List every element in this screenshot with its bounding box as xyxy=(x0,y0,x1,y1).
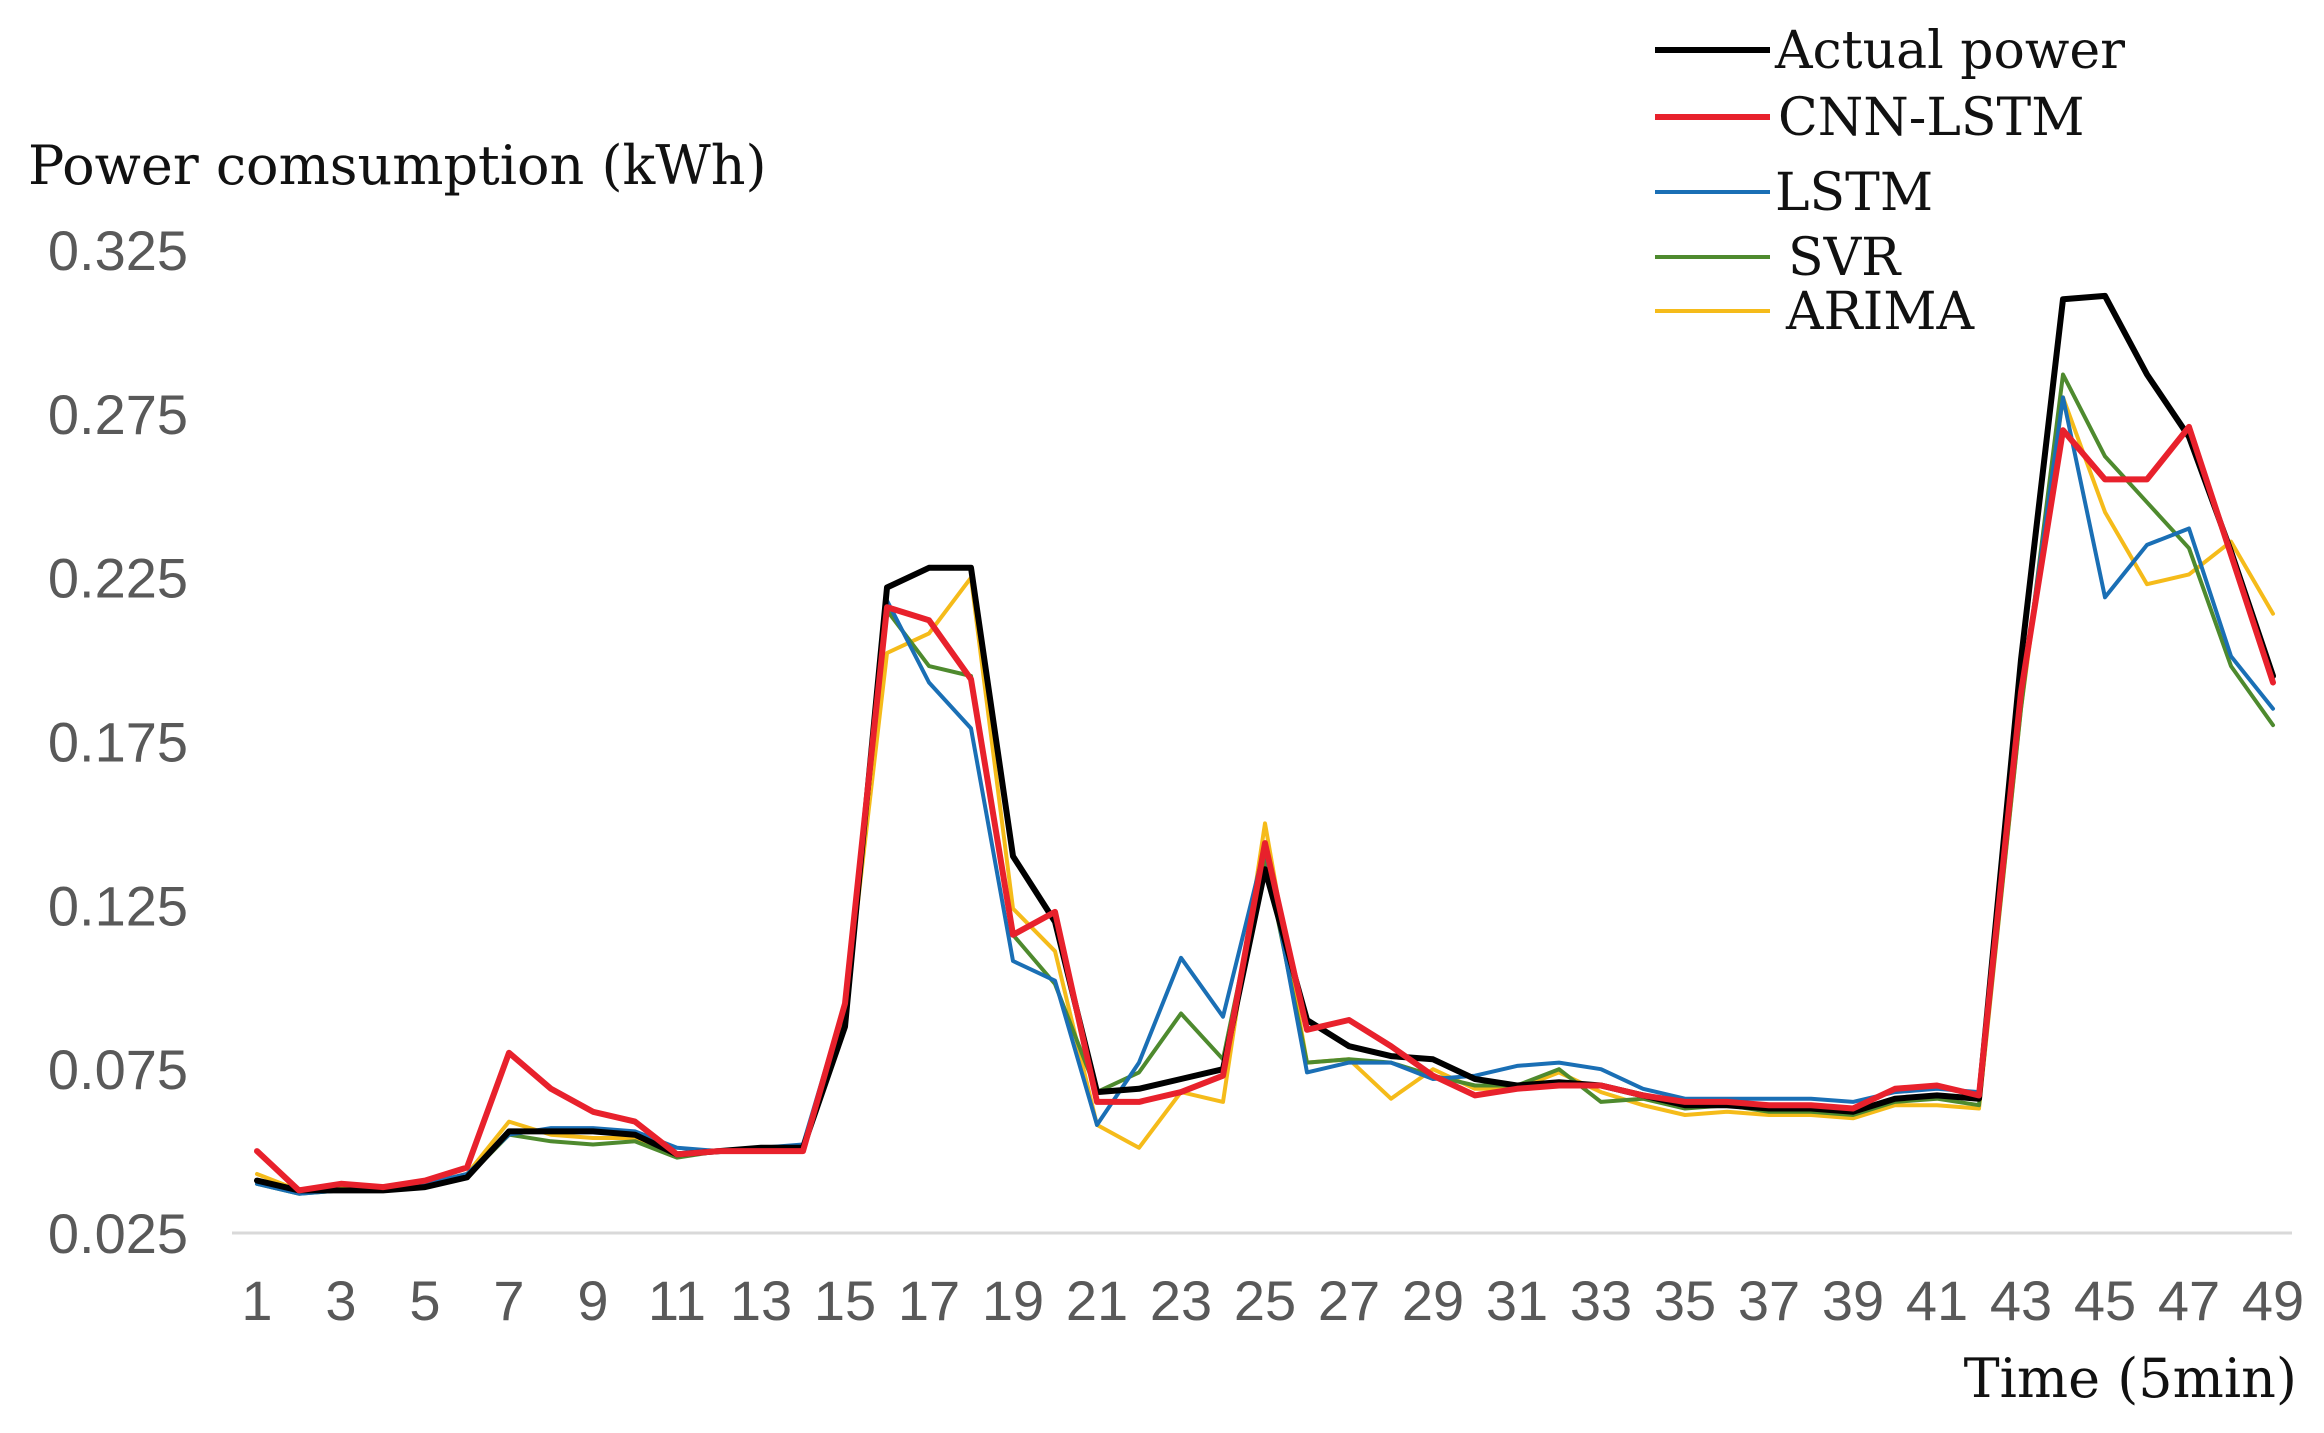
x-tick-label: 19 xyxy=(982,1269,1044,1332)
x-tick-label: 17 xyxy=(898,1269,960,1332)
x-tick-label: 45 xyxy=(2074,1269,2136,1332)
x-tick-label: 37 xyxy=(1738,1269,1800,1332)
x-axis-ticks: 1 3 5 7 9 11 13 15 17 19 21 23 25 27 29 31 33 35 37 39 41 43 4… xyxy=(241,1269,2304,1332)
x-tick-label: 25 xyxy=(1234,1269,1296,1332)
y-tick-label: 0.175 xyxy=(48,711,188,774)
x-tick-label: 11 xyxy=(648,1269,706,1332)
y-tick-label: 0.025 xyxy=(48,1202,188,1265)
legend-label: Actual power xyxy=(1774,21,2125,81)
series-line-lstm xyxy=(255,395,2275,1196)
x-tick-label: 23 xyxy=(1150,1269,1212,1332)
x-tick-label: 1 xyxy=(241,1269,272,1332)
legend-label: LSTM xyxy=(1775,163,1933,223)
y-axis-ticks: 0.025 0.075 0.125 0.175 0.225 0.275 0.325 xyxy=(48,219,188,1265)
legend-label: ARIMA xyxy=(1785,282,1975,342)
x-axis-label: Time (5min) xyxy=(1964,1347,2297,1410)
x-tick-label: 15 xyxy=(814,1269,876,1332)
y-tick-label: 0.125 xyxy=(48,874,188,937)
x-tick-label: 31 xyxy=(1486,1269,1548,1332)
x-tick-label: 35 xyxy=(1654,1269,1716,1332)
x-tick-label: 47 xyxy=(2158,1269,2220,1332)
x-tick-label: 29 xyxy=(1402,1269,1464,1332)
x-tick-label: 21 xyxy=(1066,1269,1128,1332)
y-tick-label: 0.275 xyxy=(48,383,188,446)
x-tick-label: 7 xyxy=(493,1269,524,1332)
x-tick-label: 33 xyxy=(1570,1269,1632,1332)
x-tick-label: 5 xyxy=(409,1269,440,1332)
y-tick-label: 0.225 xyxy=(48,547,188,610)
x-tick-label: 43 xyxy=(1990,1269,2052,1332)
series-line-actual-power xyxy=(254,292,2276,1194)
y-axis-label: Power comsumption (kWh) xyxy=(28,134,767,197)
series-line-arima xyxy=(255,395,2275,1193)
x-tick-label: 13 xyxy=(730,1269,792,1332)
series-lines xyxy=(254,292,2276,1196)
y-tick-label: 0.325 xyxy=(48,219,188,282)
x-tick-label: 27 xyxy=(1318,1269,1380,1332)
legend-label: CNN-LSTM xyxy=(1778,88,2084,148)
x-tick-label: 49 xyxy=(2242,1269,2304,1332)
series-line-cnn-lstm xyxy=(254,423,2276,1194)
x-tick-label: 9 xyxy=(577,1269,608,1332)
x-tick-label: 3 xyxy=(325,1269,356,1332)
series-line-svr xyxy=(255,372,2275,1196)
y-tick-label: 0.075 xyxy=(48,1038,188,1101)
legend-label: SVR xyxy=(1788,228,1902,288)
x-tick-label: 39 xyxy=(1822,1269,1884,1332)
x-tick-label: 41 xyxy=(1906,1269,1968,1332)
